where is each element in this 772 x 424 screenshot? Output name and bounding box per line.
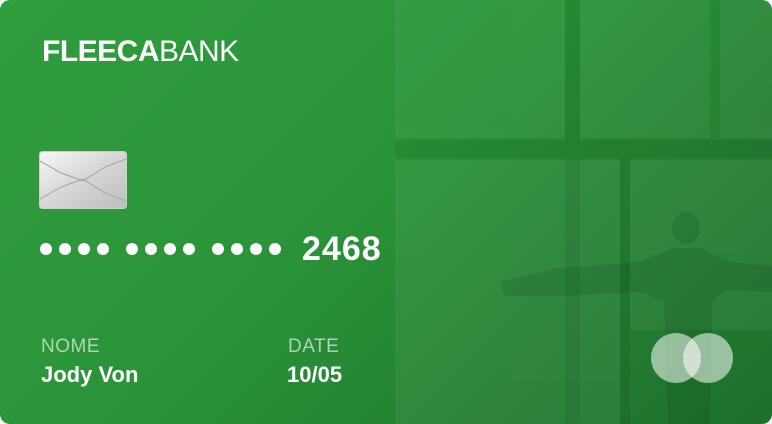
masked-digit [97,243,109,255]
masked-digit [269,243,281,255]
masked-digit [40,243,52,255]
masked-digit [78,243,90,255]
masked-digit [212,243,224,255]
masked-digit-group [40,243,109,255]
masked-digit [145,243,157,255]
masked-digit [183,243,195,255]
masked-digit [126,243,138,255]
masked-digit [231,243,243,255]
chip-icon [39,151,127,209]
expiry-date: 10/05 [287,362,343,387]
masked-digit [59,243,71,255]
cardholder-name: Jody Von [41,362,139,387]
masked-digit [250,243,262,255]
masked-digit [164,243,176,255]
masked-digit-group [126,243,195,255]
date-label: DATE [288,336,340,357]
bank-name-bold: FLEECA [42,35,160,68]
card-network-logo-icon [651,333,733,383]
name-label: NOME [41,336,100,357]
masked-digit-group [212,243,281,255]
card-number: 2468 [40,228,382,270]
card-last-four: 2468 [302,229,382,268]
bank-name-regular: BANK [159,35,239,68]
bank-logo: FLEECABANK [42,36,239,68]
